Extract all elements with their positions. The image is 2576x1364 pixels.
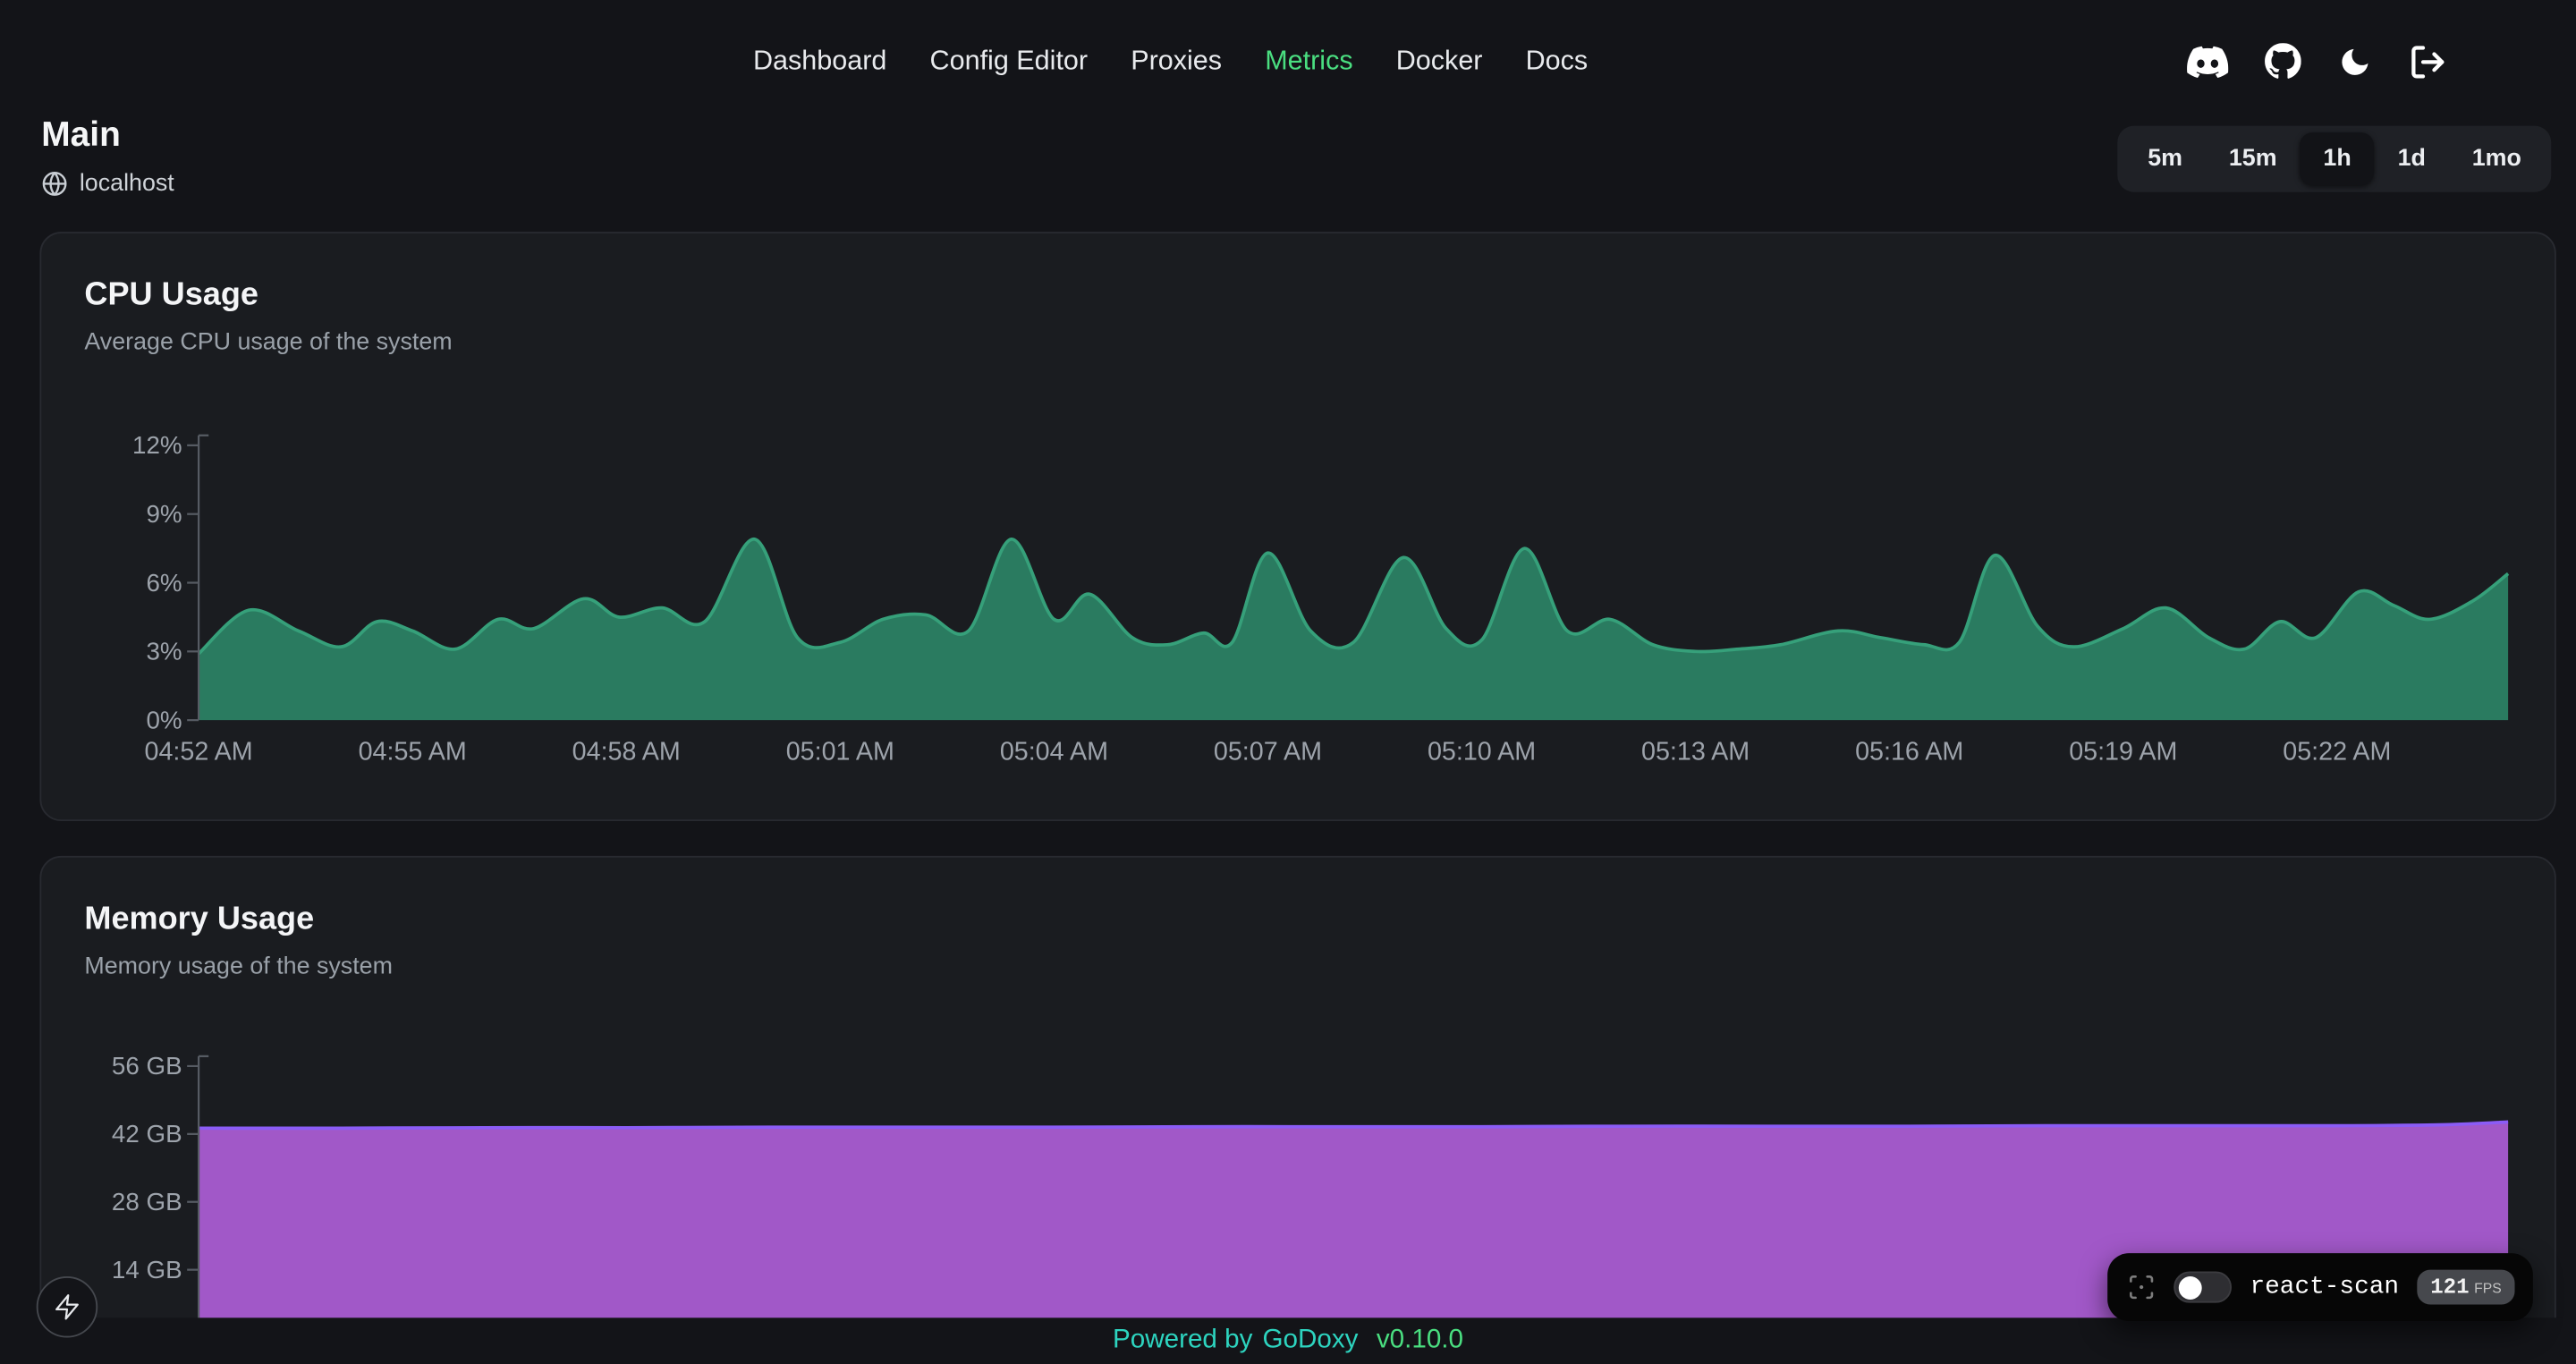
fps-unit: FPS <box>2474 1279 2502 1297</box>
svg-text:28 GB: 28 GB <box>112 1188 182 1216</box>
react-scan-label: react-scan <box>2250 1273 2400 1301</box>
svg-text:05:04 AM: 05:04 AM <box>1000 738 1108 767</box>
top-navigation: Dashboard Config Editor Proxies Metrics … <box>0 0 2576 123</box>
logout-icon[interactable] <box>2409 42 2447 80</box>
memory-usage-chart: 14 GB 28 GB 42 GB 56 GB <box>112 1052 2509 1338</box>
nav-icon-group <box>2187 0 2447 123</box>
time-range-5m[interactable]: 5m <box>2124 132 2206 185</box>
globe-icon <box>41 171 68 198</box>
svg-text:05:13 AM: 05:13 AM <box>1641 738 1750 767</box>
svg-text:56 GB: 56 GB <box>112 1052 182 1080</box>
powered-by-text: Powered by <box>1113 1326 1253 1355</box>
nav-items: Dashboard Config Editor Proxies Metrics … <box>753 46 1588 77</box>
page-title: Main <box>41 115 121 155</box>
react-scan-toggle[interactable] <box>2174 1271 2233 1303</box>
nav-metrics[interactable]: Metrics <box>1265 45 1353 76</box>
svg-text:04:52 AM: 04:52 AM <box>145 738 253 767</box>
time-range-1h[interactable]: 1h <box>2300 132 2375 186</box>
fps-value: 121 <box>2430 1275 2470 1300</box>
svg-text:3%: 3% <box>146 638 182 665</box>
discord-icon[interactable] <box>2187 40 2229 81</box>
svg-text:05:01 AM: 05:01 AM <box>786 738 894 767</box>
svg-text:9%: 9% <box>146 500 182 528</box>
toggle-knob <box>2178 1275 2202 1300</box>
lightning-icon <box>53 1293 80 1321</box>
svg-text:05:22 AM: 05:22 AM <box>2283 738 2391 767</box>
svg-text:04:58 AM: 04:58 AM <box>572 738 681 767</box>
memory-card-subtitle: Memory usage of the system <box>84 953 393 980</box>
cpu-card-title: CPU Usage <box>84 276 258 313</box>
godoxy-link[interactable]: GoDoxy <box>1262 1326 1359 1355</box>
svg-text:05:16 AM: 05:16 AM <box>1855 738 1963 767</box>
svg-text:6%: 6% <box>146 569 182 597</box>
memory-card-title: Memory Usage <box>84 900 315 937</box>
svg-text:14 GB: 14 GB <box>112 1256 182 1284</box>
hostname-label: localhost <box>79 170 174 198</box>
nav-config-editor[interactable]: Config Editor <box>929 45 1089 76</box>
cpu-usage-chart: 0% 3% 6% 9% 12% 04:52 AM 04:55 AM 04:58 AM 05:01… <box>132 431 2510 767</box>
cpu-card-subtitle: Average CPU usage of the system <box>84 329 453 356</box>
time-range-1mo[interactable]: 1mo <box>2449 132 2545 185</box>
version-text: v0.10.0 <box>1376 1326 1463 1355</box>
nav-docs[interactable]: Docs <box>1525 45 1589 76</box>
time-range-selector: 5m 15m 1h 1d 1mo <box>2117 125 2552 192</box>
theme-toggle-moon-icon[interactable] <box>2337 44 2372 79</box>
cpu-usage-card: CPU Usage Average CPU usage of the syste… <box>39 232 2556 822</box>
svg-text:04:55 AM: 04:55 AM <box>359 738 467 767</box>
nav-docker[interactable]: Docker <box>1395 45 1483 76</box>
inspect-icon[interactable] <box>2127 1273 2155 1300</box>
hostname-row: localhost <box>41 170 174 198</box>
fps-badge: 121 FPS <box>2417 1269 2515 1305</box>
svg-text:0%: 0% <box>146 706 182 733</box>
nav-dashboard[interactable]: Dashboard <box>752 45 887 76</box>
react-scan-widget: react-scan 121 FPS <box>2107 1253 2533 1322</box>
svg-text:12%: 12% <box>132 431 182 459</box>
svg-text:05:10 AM: 05:10 AM <box>1428 738 1536 767</box>
github-icon[interactable] <box>2265 43 2301 80</box>
svg-text:42 GB: 42 GB <box>112 1120 182 1148</box>
svg-text:05:19 AM: 05:19 AM <box>2069 738 2177 767</box>
time-range-15m[interactable]: 15m <box>2206 132 2301 185</box>
footer: Powered by GoDoxy v0.10.0 <box>0 1317 2576 1364</box>
svg-text:05:07 AM: 05:07 AM <box>1214 738 1322 767</box>
quick-actions-button[interactable] <box>36 1276 98 1338</box>
time-range-1d[interactable]: 1d <box>2375 132 2449 185</box>
nav-proxies[interactable]: Proxies <box>1131 45 1223 76</box>
